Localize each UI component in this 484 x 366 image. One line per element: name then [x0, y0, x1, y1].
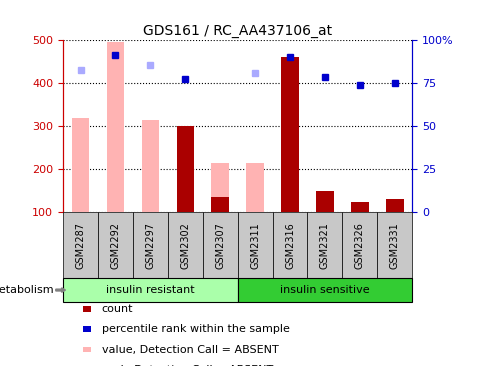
Text: insulin sensitive: insulin sensitive	[280, 285, 369, 295]
Text: GSM2287: GSM2287	[76, 222, 85, 269]
Text: GSM2316: GSM2316	[285, 222, 294, 269]
Text: GSM2297: GSM2297	[145, 222, 155, 269]
Text: GSM2321: GSM2321	[319, 222, 329, 269]
Text: rank, Detection Call = ABSENT: rank, Detection Call = ABSENT	[102, 365, 272, 366]
Bar	[281, 57, 298, 212]
Title: GDS161 / RC_AA437106_at: GDS161 / RC_AA437106_at	[143, 24, 332, 38]
Text: insulin resistant: insulin resistant	[106, 285, 194, 295]
Bar	[316, 191, 333, 212]
Bar	[350, 202, 368, 212]
Bar	[385, 198, 403, 212]
Bar	[106, 42, 124, 212]
Text: GSM2311: GSM2311	[250, 222, 259, 269]
Text: metabolism: metabolism	[0, 285, 53, 295]
Text: GSM2302: GSM2302	[180, 222, 190, 269]
Text: percentile rank within the sample: percentile rank within the sample	[102, 324, 289, 335]
Bar	[176, 126, 194, 212]
Text: GSM2307: GSM2307	[215, 222, 225, 269]
Bar	[211, 163, 228, 212]
Bar	[211, 197, 228, 212]
Bar	[141, 120, 159, 212]
Text: GSM2326: GSM2326	[354, 222, 364, 269]
Text: count: count	[102, 304, 133, 314]
Text: GSM2292: GSM2292	[110, 222, 120, 269]
Bar	[246, 163, 263, 212]
Text: GSM2331: GSM2331	[389, 222, 399, 269]
Bar	[72, 118, 89, 212]
Text: value, Detection Call = ABSENT: value, Detection Call = ABSENT	[102, 344, 278, 355]
